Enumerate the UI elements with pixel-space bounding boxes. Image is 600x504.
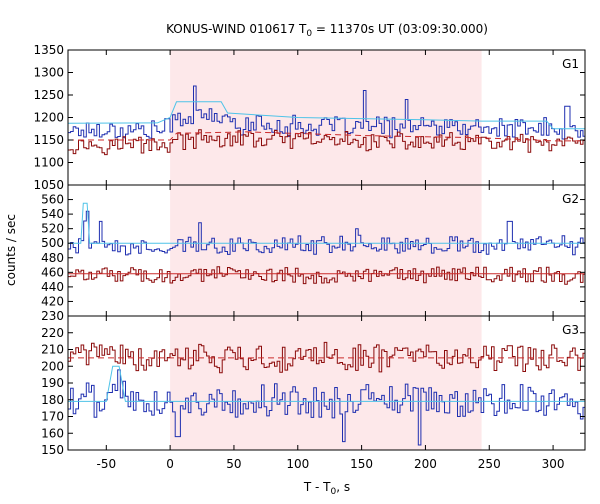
g2-y-tick-label: 560	[41, 193, 64, 207]
g1-y-tick-label: 1050	[33, 178, 64, 192]
g2-y-tick-label: 540	[41, 207, 64, 221]
data-layer	[67, 85, 585, 446]
g2-y-tick-label: 520	[41, 222, 64, 236]
g3-blue-step-series	[68, 369, 585, 446]
x-axis-label-part: , s	[336, 480, 350, 494]
g2-panel-label: G2	[562, 192, 579, 206]
g2-red-step-series	[68, 266, 585, 285]
chart-title-part: KONUS-WIND 010617 T	[166, 22, 307, 36]
g2-y-tick-label: 460	[41, 265, 64, 279]
g3-red-step-series	[68, 341, 585, 374]
g2-blue-fit-line	[68, 202, 585, 244]
y-axis-label: counts / sec	[4, 214, 18, 286]
x-tick-label: 300	[542, 457, 565, 471]
x-tick-label: 50	[226, 457, 241, 471]
g3-y-tick-label: 190	[41, 376, 64, 390]
g1-panel-label: G1	[562, 57, 579, 71]
g3-y-tick-label: 180	[41, 393, 64, 407]
g2-y-tick-label: 480	[41, 251, 64, 265]
x-tick-label: -50	[96, 457, 116, 471]
x-tick-label: 0	[166, 457, 174, 471]
g3-y-tick-label: 210	[41, 343, 64, 357]
axes-layer	[67, 49, 586, 451]
g1-y-tick-label: 1200	[33, 111, 64, 125]
g1-blue-fit-line	[67, 101, 585, 130]
g3-blue-fit-line	[68, 365, 585, 402]
x-tick-label: 200	[414, 457, 437, 471]
g1-red-fit-line	[68, 131, 585, 142]
g3-panel-label: G3	[562, 323, 579, 337]
g1-y-tick-label: 1100	[33, 156, 64, 170]
g1-y-tick-label: 1300	[33, 66, 64, 80]
x-axis-label: T - T0, s	[303, 480, 350, 497]
g3-y-tick-label: 150	[41, 443, 64, 457]
x-axis-label-part: T - T	[303, 480, 331, 494]
g1-y-tick-label: 1250	[33, 88, 64, 102]
x-axis-label-subscript: 0	[331, 487, 337, 497]
g2-y-tick-label: 500	[41, 236, 64, 250]
x-tick-label: 150	[350, 457, 373, 471]
g3-y-tick-label: 220	[41, 326, 64, 340]
chart-title-part: = 11370s UT (03:09:30.000)	[312, 22, 488, 36]
x-tick-label: 250	[478, 457, 501, 471]
g3-y-tick-label: 230	[41, 309, 64, 323]
g1-y-tick-label: 1150	[33, 133, 64, 147]
g2-y-tick-label: 440	[41, 280, 64, 294]
g2-y-tick-label: 420	[41, 294, 64, 308]
g3-y-tick-label: 170	[41, 410, 64, 424]
chart-title: KONUS-WIND 010617 T0 = 11370s UT (03:09:…	[166, 22, 488, 39]
g3-y-tick-label: 160	[41, 426, 64, 440]
g1-red-step-series	[68, 129, 585, 156]
chart-title-subscript: 0	[306, 29, 312, 39]
text-layer: 1050 1100 1150 1200 1250 1300 1350 G1 4204404604…	[4, 22, 579, 497]
g3-y-tick-label: 200	[41, 359, 64, 373]
x-tick-label: 100	[286, 457, 309, 471]
g1-y-tick-label: 1350	[33, 43, 64, 57]
